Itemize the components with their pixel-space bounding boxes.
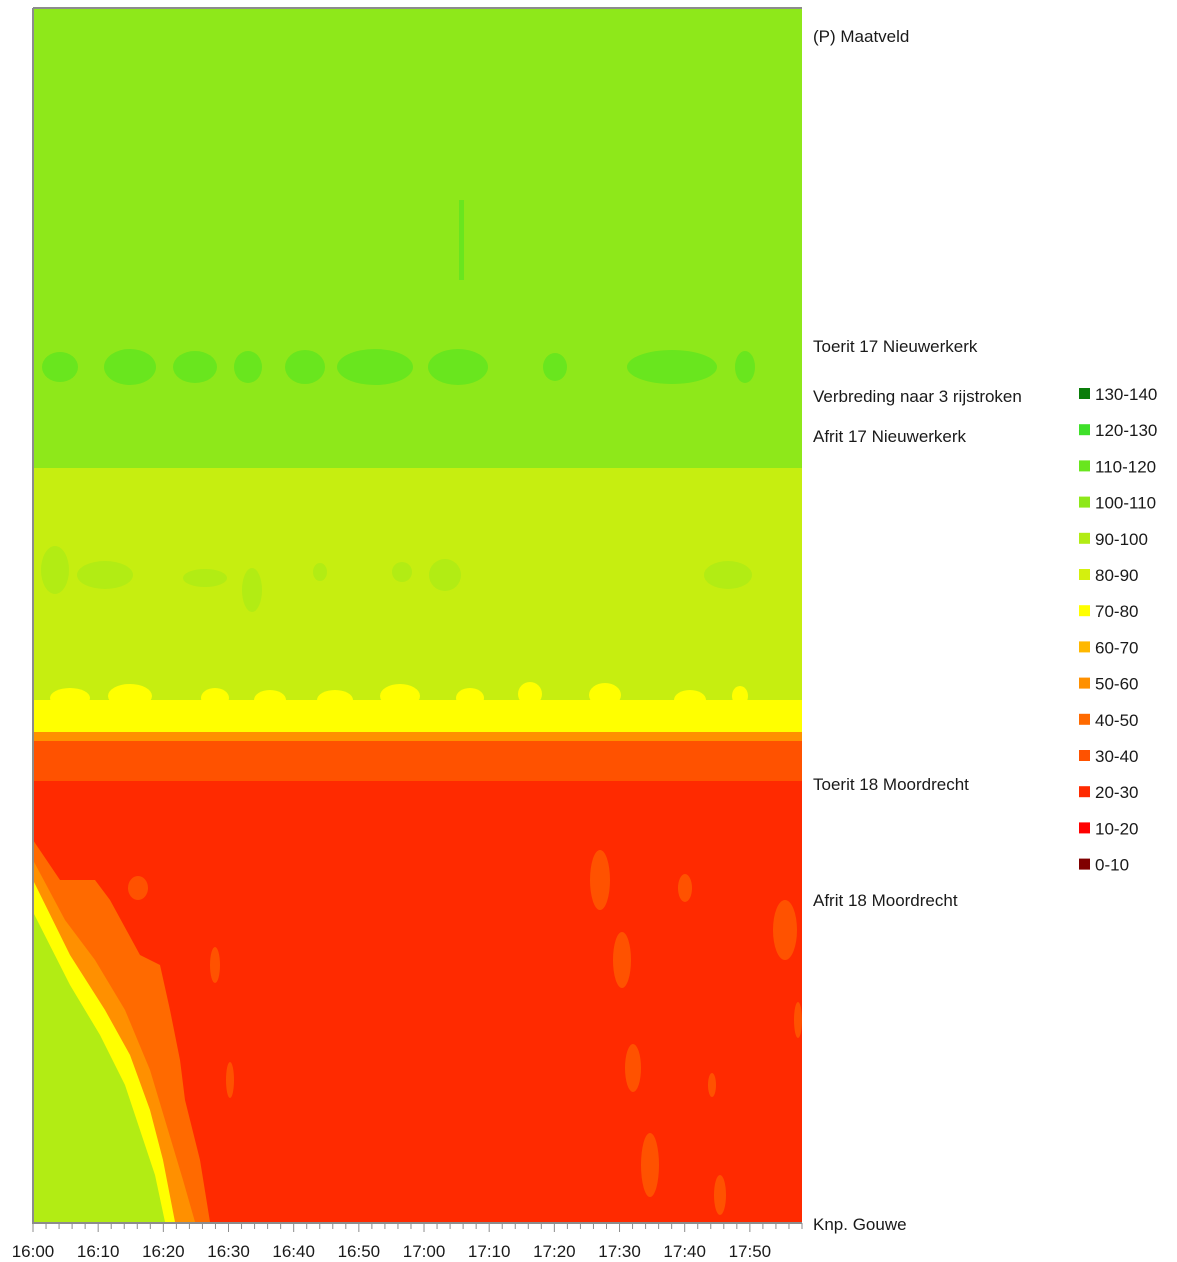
x-tick-label: 16:50 (338, 1242, 381, 1261)
legend-label: 70-80 (1095, 602, 1138, 621)
x-tick-label: 16:00 (12, 1242, 55, 1261)
yellow-blobs (50, 682, 748, 710)
legend-label: 100-110 (1095, 494, 1156, 513)
green-blobs (42, 200, 755, 385)
legend-label: 0-10 (1095, 856, 1129, 875)
legend-swatch (1079, 822, 1090, 834)
legend-swatch (1079, 713, 1090, 725)
legend-swatch (1079, 750, 1090, 761)
legend-label: 10-20 (1095, 819, 1138, 838)
legend-swatch (1079, 532, 1090, 544)
location-label: Verbreding naar 3 rijstroken (813, 387, 1022, 406)
legend-label: 130-140 (1095, 385, 1157, 404)
x-tick-label: 17:30 (598, 1242, 641, 1261)
x-axis-ticks: 16:00 16:10 16:20 16:30 16:40 16:50 17:00 17:10… (12, 1223, 803, 1261)
x-tick-label: 17:40 (663, 1242, 706, 1261)
location-label: Knp. Gouwe (813, 1215, 907, 1234)
red-band-variations (128, 850, 802, 1215)
location-label: (P) Maatveld (813, 27, 909, 46)
band-light-green (33, 468, 802, 730)
legend-swatch (1079, 786, 1090, 798)
legend-swatch (1079, 641, 1090, 653)
legend-swatch (1079, 569, 1090, 580)
legend-swatch (1079, 424, 1090, 436)
legend-label: 30-40 (1095, 747, 1138, 766)
legend: 130-140 120-130 110-120 100-110 90-100 80-90 7… (1079, 385, 1157, 875)
band-orange-line (33, 732, 802, 741)
light-green-blobs (41, 546, 752, 612)
x-tick-label: 17:10 (468, 1242, 511, 1261)
x-tick-label: 16:30 (207, 1242, 250, 1261)
legend-swatch (1079, 858, 1090, 870)
heatmap-plot-area (32, 7, 802, 1224)
legend-label: 120-130 (1095, 421, 1157, 440)
x-tick-label: 17:50 (729, 1242, 772, 1261)
location-label: Toerit 17 Nieuwerkerk (813, 337, 978, 356)
legend-swatch (1079, 496, 1090, 508)
location-label: Toerit 18 Moordrecht (813, 775, 969, 794)
legend-label: 110-120 (1095, 457, 1156, 476)
legend-swatch (1079, 605, 1090, 617)
x-tick-label: 16:10 (77, 1242, 120, 1261)
location-label: Afrit 18 Moordrecht (813, 891, 958, 910)
free-flow-wedge (33, 912, 165, 1222)
x-tick-label: 16:40 (272, 1242, 315, 1261)
x-tick-label: 17:00 (403, 1242, 446, 1261)
legend-label: 60-70 (1095, 638, 1138, 657)
band-yellow (33, 700, 802, 732)
x-tick-label: 17:20 (533, 1242, 576, 1261)
band-green (33, 8, 802, 468)
legend-swatch (1079, 460, 1090, 472)
legend-label: 50-60 (1095, 675, 1138, 694)
legend-label: 40-50 (1095, 711, 1138, 730)
x-tick-label: 16:20 (142, 1242, 185, 1261)
location-labels: (P) Maatveld Toerit 17 Nieuwerkerk Verbred… (813, 27, 1022, 1234)
legend-swatch (1079, 677, 1090, 689)
location-label: Afrit 17 Nieuwerkerk (813, 427, 967, 446)
band-orange-red (33, 741, 802, 781)
legend-label: 20-30 (1095, 783, 1138, 802)
legend-swatch (1079, 388, 1090, 399)
legend-label: 80-90 (1095, 566, 1138, 585)
legend-label: 90-100 (1095, 530, 1148, 549)
